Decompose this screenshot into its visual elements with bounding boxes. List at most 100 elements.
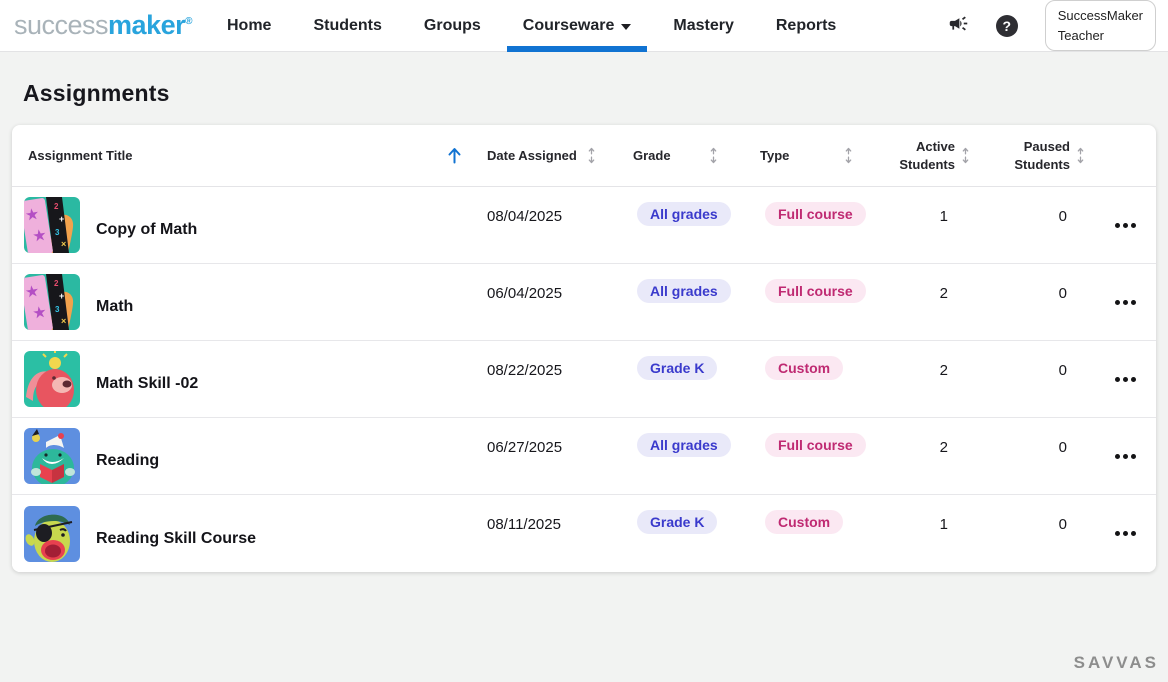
paused-students-value: 0 <box>1058 362 1067 379</box>
grade-badge: Grade K <box>637 356 718 380</box>
date-assigned-value: 08/04/2025 <box>487 208 563 225</box>
type-badge: Custom <box>765 356 844 380</box>
assignment-thumbnail <box>24 505 80 562</box>
svg-text:★: ★ <box>24 283 41 302</box>
active-students-value: 1 <box>939 208 948 225</box>
assignment-thumbnail: 2 +3 × ★ ★ <box>24 197 80 253</box>
svg-text:★: ★ <box>31 304 48 323</box>
svg-text:3: 3 <box>55 228 60 237</box>
svg-text:×: × <box>61 239 66 249</box>
grade-badge: All grades <box>637 433 731 457</box>
date-assigned-value: 06/27/2025 <box>487 439 563 456</box>
assignment-title: Reading Skill Course <box>96 529 257 547</box>
row-menu-ellipsis-icon[interactable] <box>1107 292 1144 313</box>
active-students-value: 1 <box>939 516 948 533</box>
svg-text:+: + <box>59 214 64 224</box>
nav-item-reports[interactable]: Reports <box>755 0 857 52</box>
grade-badge: All grades <box>637 279 731 303</box>
paused-students-value: 0 <box>1058 285 1067 302</box>
chevron-down-icon <box>621 23 632 30</box>
date-assigned-value: 08/11/2025 <box>487 516 561 533</box>
nav-item-label: Courseware <box>522 16 615 34</box>
column-grade: Grade <box>633 148 671 163</box>
assignment-thumbnail <box>24 351 80 407</box>
column-assignment-title: Assignment Title <box>28 148 133 163</box>
row-menu-ellipsis-icon[interactable] <box>1107 369 1144 390</box>
logo-text-maker: maker <box>108 10 186 40</box>
type-badge: Full course <box>765 279 866 303</box>
assignment-thumbnail: 2 +3 × ★ ★ <box>24 274 80 330</box>
assignment-title: Math <box>96 298 134 315</box>
savvas-logo: SAVVAS <box>1073 653 1159 672</box>
registered-mark: ® <box>185 16 192 27</box>
table-row[interactable]: Reading 06/27/2025 All grades Full cours… <box>12 418 1156 495</box>
nav-item-label: Home <box>227 16 272 34</box>
nav-item-label: Reports <box>775 16 837 34</box>
nav-item-label: Mastery <box>673 16 734 34</box>
page-title: Assignments <box>23 80 170 106</box>
svg-text:3: 3 <box>55 305 60 314</box>
table-row[interactable]: 2 +3 × ★ ★ Math 06/04/2025 All grades Full c… <box>12 264 1156 341</box>
column-active-students: Active Students <box>899 138 955 172</box>
main-nav: Home Students Groups Courseware Mastery … <box>206 0 857 52</box>
assignments-table: Assignment Title Date Assigned Grade <box>12 125 1156 572</box>
svg-text:×: × <box>61 316 66 326</box>
paused-students-value: 0 <box>1058 439 1067 456</box>
svg-text:+: + <box>59 291 64 301</box>
row-menu-ellipsis-icon[interactable] <box>1107 523 1144 544</box>
active-students-value: 2 <box>939 439 948 456</box>
column-paused-students: Paused Students <box>1014 138 1070 172</box>
user-name: SuccessMaker <box>1057 8 1143 23</box>
sort-asc-icon[interactable] <box>447 147 462 164</box>
top-navigation-bar: successmaker® Home Students Groups Cours… <box>0 0 1168 52</box>
date-assigned-value: 06/04/2025 <box>487 285 563 302</box>
nav-item-home[interactable]: Home <box>206 0 292 52</box>
table-header-row: Assignment Title Date Assigned Grade <box>12 125 1156 187</box>
table-row[interactable]: 2 +3 × ★ ★ Copy of Math 08/04/2025 All grade… <box>12 187 1156 264</box>
assignment-thumbnail <box>24 428 80 484</box>
grade-badge: All grades <box>637 202 731 226</box>
question-icon: ? <box>995 14 1018 37</box>
nav-item-groups[interactable]: Groups <box>403 0 502 52</box>
grade-badge: Grade K <box>637 510 718 534</box>
announcements-button[interactable] <box>948 13 969 39</box>
nav-item-mastery[interactable]: Mastery <box>652 0 754 52</box>
megaphone-icon <box>948 13 969 39</box>
table-row[interactable]: Reading Skill Course 08/11/2025 Grade K … <box>12 495 1156 572</box>
type-badge: Custom <box>765 510 844 534</box>
column-date-assigned: Date Assigned <box>487 148 577 163</box>
user-account-badge[interactable]: SuccessMaker Teacher <box>1044 0 1156 51</box>
assignment-title: Copy of Math <box>96 221 198 238</box>
sort-icon[interactable] <box>587 147 596 164</box>
paused-students-value: 0 <box>1058 208 1067 225</box>
nav-item-label: Groups <box>423 16 481 34</box>
svg-text:2: 2 <box>54 279 59 288</box>
nav-item-label: Students <box>313 16 382 34</box>
svg-text:★: ★ <box>31 227 48 246</box>
user-role: Teacher <box>1057 27 1104 43</box>
table-body: 2 +3 × ★ ★ Copy of Math 08/04/2025 All grade… <box>12 187 1156 572</box>
row-menu-ellipsis-icon[interactable] <box>1107 215 1144 236</box>
sort-icon[interactable] <box>709 147 718 164</box>
type-badge: Full course <box>765 433 866 457</box>
active-students-value: 2 <box>939 362 948 379</box>
sort-icon[interactable] <box>844 147 853 164</box>
successmaker-logo[interactable]: successmaker® <box>14 12 192 39</box>
table-row[interactable]: Math Skill -02 08/22/2025 Grade K Custom… <box>12 341 1156 418</box>
svg-text:2: 2 <box>54 202 59 211</box>
topbar-actions: ? SuccessMaker Teacher <box>948 0 1156 51</box>
paused-students-value: 0 <box>1058 516 1067 533</box>
date-assigned-value: 08/22/2025 <box>487 362 563 379</box>
assignment-title: Math Skill -02 <box>96 375 199 392</box>
nav-item-courseware[interactable]: Courseware <box>502 0 653 52</box>
logo-text-success: success <box>14 10 109 40</box>
active-students-value: 2 <box>939 285 948 302</box>
column-type: Type <box>760 148 790 163</box>
type-badge: Full course <box>765 202 866 226</box>
nav-item-students[interactable]: Students <box>292 0 402 52</box>
svg-text:★: ★ <box>24 206 41 225</box>
sort-icon[interactable] <box>1076 147 1085 164</box>
row-menu-ellipsis-icon[interactable] <box>1107 446 1144 467</box>
sort-icon[interactable] <box>961 147 970 164</box>
help-button[interactable]: ? <box>995 14 1018 37</box>
